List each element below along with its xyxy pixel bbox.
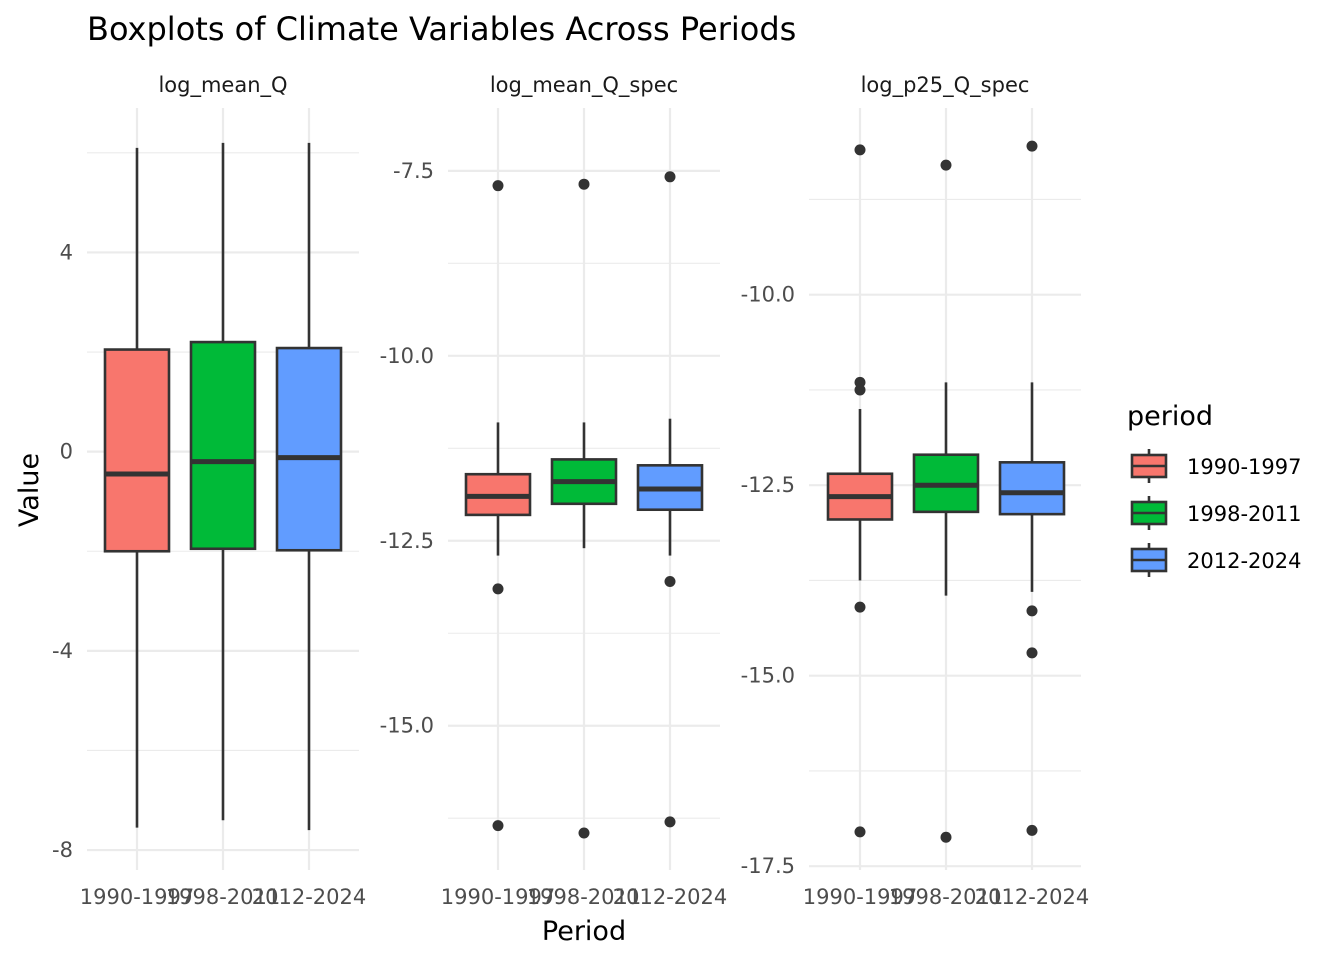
y-tick-label: -10.0 xyxy=(741,283,795,307)
y-tick-label: 4 xyxy=(60,240,73,264)
y-tick-label: -12.5 xyxy=(380,529,434,553)
box-1998-2011 xyxy=(912,159,980,843)
y-tick-label: -8 xyxy=(52,838,73,862)
legend-label: 2012-2024 xyxy=(1187,549,1301,573)
x-tick-label: 1990-1997 xyxy=(441,885,555,909)
y-tick-label: -12.5 xyxy=(741,473,795,497)
box-1990-1997 xyxy=(103,147,171,828)
chart-title: Boxplots of Climate Variables Across Per… xyxy=(87,10,796,48)
box-1998-2011 xyxy=(189,142,257,821)
outlier-point xyxy=(664,171,676,183)
x-tick-label: 1998-2011 xyxy=(166,885,280,909)
outlier-point xyxy=(854,601,866,613)
outlier-point xyxy=(854,144,866,156)
legend: period 1990-1997 1998-2011 2012-2024 xyxy=(1127,401,1301,577)
y-tick-label: -15.0 xyxy=(741,664,795,688)
box-1990-1997 xyxy=(464,180,532,832)
facet-panels: -8-4041990-19971998-20112012-2024log_mea… xyxy=(52,73,1089,909)
x-tick-label: 1998-2011 xyxy=(889,885,1003,909)
outlier-point xyxy=(854,384,866,396)
outlier-point xyxy=(1026,140,1038,152)
x-tick-label: 1998-2011 xyxy=(527,885,641,909)
outlier-point xyxy=(664,575,676,587)
y-tick-label: -4 xyxy=(52,639,73,663)
facet-panel-log_p25_Q_spec: -17.5 -15.0 -12.5 -10.0 1990-19971998-201120… xyxy=(741,73,1090,909)
outlier-point xyxy=(1026,605,1038,617)
box-iqr xyxy=(189,340,257,551)
x-tick-label: 2012-2024 xyxy=(613,885,727,909)
outlier-point xyxy=(1026,824,1038,836)
outlier-point xyxy=(492,583,504,595)
box-1998-2011 xyxy=(550,178,618,839)
y-tick-label: 0 xyxy=(60,440,73,464)
box-2012-2024 xyxy=(998,140,1066,836)
y-tick-label: -10.0 xyxy=(380,344,434,368)
box-2012-2024 xyxy=(275,142,343,831)
x-axis-title: Period xyxy=(542,916,626,947)
x-tick-label: 2012-2024 xyxy=(252,885,366,909)
legend-title: period xyxy=(1127,401,1213,432)
legend-item-1998-2011: 1998-2011 xyxy=(1130,496,1301,530)
outlier-point xyxy=(664,816,676,828)
facet-strip-label: log_p25_Q_spec xyxy=(861,73,1030,98)
box-iqr xyxy=(103,348,171,553)
outlier-point xyxy=(940,159,952,171)
outlier-point xyxy=(1026,647,1038,659)
y-tick-label: -15.0 xyxy=(380,714,434,738)
outlier-point xyxy=(940,831,952,843)
box-iqr xyxy=(998,461,1066,516)
legend-label: 1998-2011 xyxy=(1187,502,1301,526)
outlier-point xyxy=(492,820,504,832)
x-tick-label: 1990-1997 xyxy=(803,885,917,909)
x-tick-label: 1990-1997 xyxy=(80,885,194,909)
outlier-point xyxy=(854,826,866,838)
box-iqr xyxy=(275,346,343,552)
y-axis-title: Value xyxy=(14,453,45,527)
outlier-point xyxy=(578,178,590,190)
box-2012-2024 xyxy=(636,171,704,828)
facet-panel-log_mean_Q_spec: -15.0 -12.5 -10.0 -7.5 1990-19971998-2011201… xyxy=(380,73,728,909)
y-tick-label: -7.5 xyxy=(393,159,434,183)
outlier-point xyxy=(854,376,866,388)
legend-item-1990-1997: 1990-1997 xyxy=(1130,449,1301,483)
legend-label: 1990-1997 xyxy=(1187,455,1301,479)
outlier-point xyxy=(492,180,504,192)
outlier-point xyxy=(578,827,590,839)
facet-strip-label: log_mean_Q_spec xyxy=(490,73,678,98)
legend-item-2012-2024: 2012-2024 xyxy=(1130,543,1301,577)
box-1990-1997 xyxy=(826,144,894,838)
facet-strip-label: log_mean_Q xyxy=(158,73,287,98)
x-tick-label: 2012-2024 xyxy=(975,885,1089,909)
y-tick-label: -17.5 xyxy=(741,854,795,878)
